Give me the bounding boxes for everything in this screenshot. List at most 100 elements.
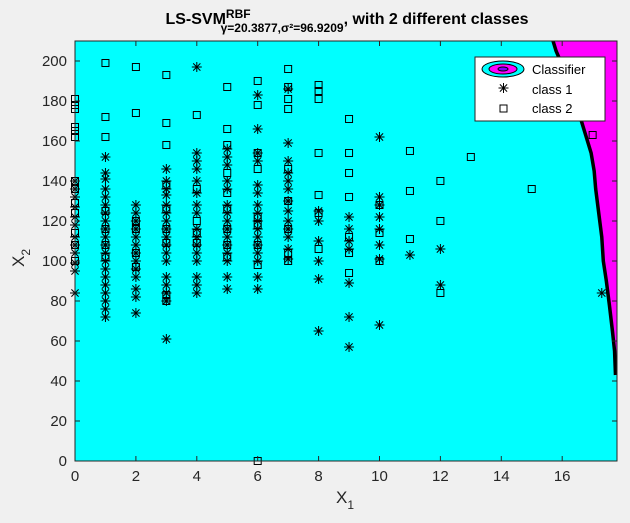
class-1-point: [344, 278, 355, 288]
class-2-point: [253, 101, 262, 109]
class-2-point: [253, 77, 262, 85]
class-1-point: [191, 176, 202, 186]
x-axis-label-sub: 1: [347, 498, 354, 512]
y-tick-label: 40: [50, 373, 67, 390]
y-tick-label: 180: [42, 93, 67, 110]
x-axis-label-base: X: [336, 488, 347, 507]
class-1-point: [100, 232, 111, 242]
class-2-point: [345, 233, 354, 241]
class-2-point: [162, 205, 171, 213]
class-2-point: [375, 257, 384, 265]
y-tick-label: 60: [50, 333, 67, 350]
class-1-point: [161, 248, 172, 258]
class-1-point: [161, 280, 172, 290]
class-2-point: [527, 185, 536, 193]
legend-classifier-icon: [481, 60, 525, 78]
class-1-point: [283, 184, 294, 194]
x-tick-label: 2: [132, 468, 140, 485]
legend-label-class-1: class 1: [532, 82, 572, 97]
class-2-point: [314, 87, 323, 95]
y-tick-label: 140: [42, 173, 67, 190]
class-2-point: [223, 83, 232, 91]
class-1-point: [191, 148, 202, 158]
class-2-point: [162, 71, 171, 79]
title-subscript: γ=20.3877,σ²=96.9209: [221, 21, 344, 35]
class-2-point: [375, 229, 384, 237]
class-1-point: [100, 264, 111, 274]
class-1-point: [252, 180, 263, 190]
class-2-point: [131, 63, 140, 71]
legend-asterisk-icon: [498, 83, 509, 93]
y-tick-label: 120: [42, 213, 67, 230]
class-1-point: [313, 326, 324, 336]
class-2-point: [375, 201, 384, 209]
class-2-point: [436, 217, 445, 225]
class-2-point: [314, 149, 323, 157]
class-2-markers: [71, 59, 597, 465]
legend-asterisk-mark: [498, 83, 509, 93]
legend-square-icon: [499, 104, 508, 113]
class-1-point: [283, 156, 294, 166]
class-1-point: [313, 256, 324, 266]
x-tick-label: 0: [71, 468, 79, 485]
class-2-point: [223, 253, 232, 261]
class-1-point: [252, 200, 263, 210]
title-superscript: RBF: [226, 7, 251, 21]
class-1-point: [252, 124, 263, 134]
y-tick-label: 20: [50, 413, 67, 430]
x-tick-label: 8: [314, 468, 322, 485]
class-2-point: [223, 169, 232, 177]
class-2-point: [162, 141, 171, 149]
class-2-point: [101, 113, 110, 121]
class-2-point: [345, 193, 354, 201]
class-1-point: [374, 320, 385, 330]
y-tick-label: 160: [42, 133, 67, 150]
class-2-point: [345, 249, 354, 257]
class-1-point: [374, 192, 385, 202]
class-1-point: [283, 216, 294, 226]
class-1-point: [191, 200, 202, 210]
class-2-point: [284, 225, 293, 233]
class-1-point: [222, 176, 233, 186]
class-2-point: [101, 133, 110, 141]
class-1-point: [252, 284, 263, 294]
class-2-point: [162, 239, 171, 247]
class-2-point: [345, 169, 354, 177]
class-1-point: [100, 184, 111, 194]
y-tick-label: 0: [59, 453, 67, 470]
x-tick-label: 10: [371, 468, 388, 485]
class-2-point: [223, 125, 232, 133]
x-axis-ticks: 0 2 4 6 8 10 12 14 16: [71, 41, 571, 485]
class-1-point: [374, 212, 385, 222]
class-2-point: [405, 147, 414, 155]
class-2-point: [131, 263, 140, 271]
class-2-point: [192, 185, 201, 193]
class-2-point: [253, 241, 262, 249]
class-2-point: [253, 149, 262, 157]
class-2-point: [223, 141, 232, 149]
class-1-point: [374, 132, 385, 142]
title-suffix: , with 2 different classes: [344, 11, 529, 28]
class-2-point: [405, 187, 414, 195]
class-1-point: [344, 342, 355, 352]
class-1-point: [161, 272, 172, 282]
class-2-point: [588, 131, 597, 139]
x-axis-label: X1: [336, 488, 354, 512]
class-2-point: [131, 225, 140, 233]
class-1-point: [100, 168, 111, 178]
y-axis-label: X2: [9, 249, 33, 267]
class-2-point: [101, 253, 110, 261]
class-2-point: [284, 165, 293, 173]
chart-title: LS-SVMRBF γ=20.3877,σ²=96.9209, with 2 di…: [165, 7, 528, 35]
class-2-point: [162, 181, 171, 189]
class-2-point: [345, 269, 354, 277]
class-1-point: [191, 62, 202, 72]
class-2-point: [284, 257, 293, 265]
class-2-point: [162, 291, 171, 299]
class-2-point: [314, 245, 323, 253]
legend-box: [474, 56, 606, 122]
class-2-point: [131, 249, 140, 257]
class-1-point: [222, 232, 233, 242]
class-2-point: [284, 83, 293, 91]
